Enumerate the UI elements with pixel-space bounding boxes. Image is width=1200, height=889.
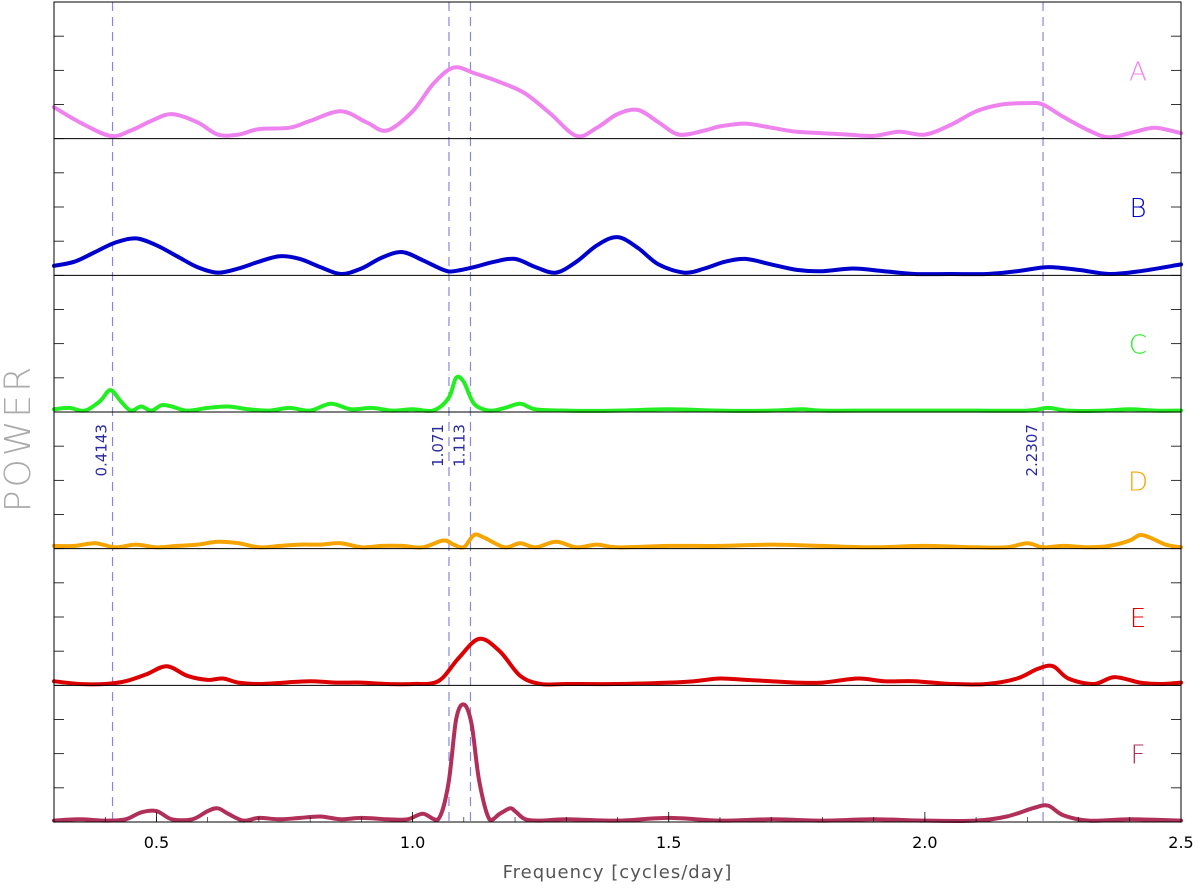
panel-label-d: D — [1128, 467, 1148, 497]
x-axis-label: Frequency [cycles/day] — [503, 862, 733, 883]
x-tick-label: 2.0 — [912, 833, 937, 852]
panels-layer: A B C D E F — [54, 1, 1181, 789]
panel-label-a: A — [1129, 57, 1147, 87]
x-tick-label: 2.5 — [1168, 833, 1193, 852]
vline-label: 2.2307 — [1023, 424, 1041, 477]
series-line-d — [52, 532, 1183, 550]
series-line-e — [52, 636, 1183, 687]
axis-layer: 0.5 1.0 1.5 2.0 2.5 Frequency [cycles/day] POW… — [0, 364, 1194, 883]
vline-label: 1.071 — [429, 424, 447, 467]
vline-label: 1.113 — [450, 424, 468, 467]
series-line-b — [52, 235, 1183, 277]
x-tick-label: 0.5 — [144, 833, 169, 852]
x-tick-label: 1.5 — [656, 833, 681, 852]
vline-label: 0.4143 — [93, 424, 111, 477]
series-line-c — [52, 374, 1183, 413]
curves-layer — [52, 65, 1183, 823]
panel-label-b: B — [1129, 194, 1146, 224]
frame-layer — [53, 1, 1182, 823]
panel-label-c: C — [1129, 331, 1147, 361]
x-tick-label: 1.0 — [400, 833, 425, 852]
series-line-a — [52, 65, 1183, 140]
panel-label-f: F — [1131, 741, 1146, 771]
y-axis-label: POWER — [0, 364, 39, 512]
panel-label-e: E — [1130, 604, 1146, 634]
series-line-f — [52, 702, 1183, 823]
